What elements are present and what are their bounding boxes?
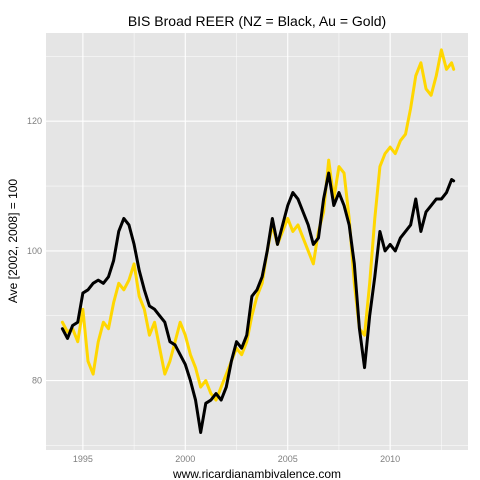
plot-panel — [46, 33, 468, 450]
x-tick-label: 1995 — [73, 454, 93, 464]
x-tick-label: 2000 — [175, 454, 195, 464]
x-tick-label: 2005 — [278, 454, 298, 464]
series-layer — [60, 48, 456, 434]
y-tick-label: 80 — [32, 376, 42, 386]
y-axis-label: Ave [2002, 2008] = 100 — [6, 179, 20, 304]
y-tick-label: 100 — [27, 246, 42, 256]
minor-gridlines — [46, 33, 468, 450]
x-axis-label: www.ricardianambivalence.com — [172, 467, 341, 480]
series-line-nz — [60, 171, 456, 434]
x-tick-label: 2010 — [380, 454, 400, 464]
y-tick-label: 120 — [27, 116, 42, 126]
x-tick-labels: 1995 2000 2005 2010 — [73, 454, 400, 464]
chart-title: BIS Broad REER (NZ = Black, Au = Gold) — [128, 13, 386, 29]
y-tick-labels: 80 100 120 — [27, 116, 42, 385]
series-line-au — [60, 48, 456, 402]
